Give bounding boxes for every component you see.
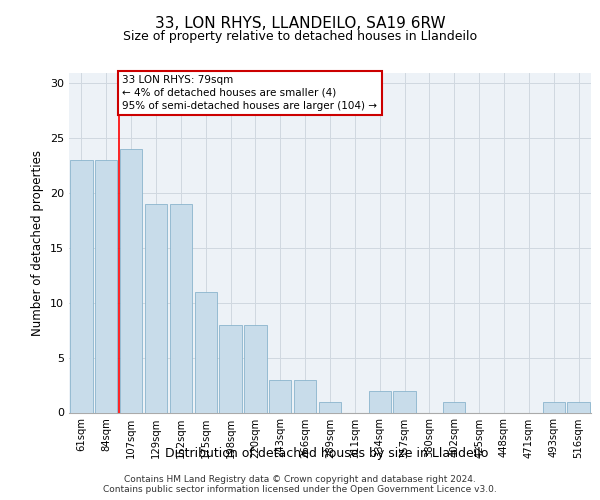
Text: 33, LON RHYS, LLANDEILO, SA19 6RW: 33, LON RHYS, LLANDEILO, SA19 6RW xyxy=(155,16,445,30)
Text: Contains HM Land Registry data © Crown copyright and database right 2024.
Contai: Contains HM Land Registry data © Crown c… xyxy=(103,474,497,494)
Bar xyxy=(443,402,466,412)
Bar xyxy=(95,160,118,412)
Bar xyxy=(294,380,316,412)
Bar xyxy=(244,325,266,412)
Y-axis label: Number of detached properties: Number of detached properties xyxy=(31,150,44,336)
Text: 33 LON RHYS: 79sqm
← 4% of detached houses are smaller (4)
95% of semi-detached : 33 LON RHYS: 79sqm ← 4% of detached hous… xyxy=(122,74,377,111)
Text: Size of property relative to detached houses in Llandeilo: Size of property relative to detached ho… xyxy=(123,30,477,43)
Bar xyxy=(568,402,590,412)
Text: Distribution of detached houses by size in Llandeilo: Distribution of detached houses by size … xyxy=(166,448,488,460)
Bar xyxy=(70,160,92,412)
Bar xyxy=(368,390,391,412)
Bar xyxy=(145,204,167,412)
Bar xyxy=(394,390,416,412)
Bar xyxy=(194,292,217,412)
Bar xyxy=(220,325,242,412)
Bar xyxy=(269,380,292,412)
Bar xyxy=(319,402,341,412)
Bar xyxy=(170,204,192,412)
Bar xyxy=(542,402,565,412)
Bar xyxy=(120,150,142,412)
